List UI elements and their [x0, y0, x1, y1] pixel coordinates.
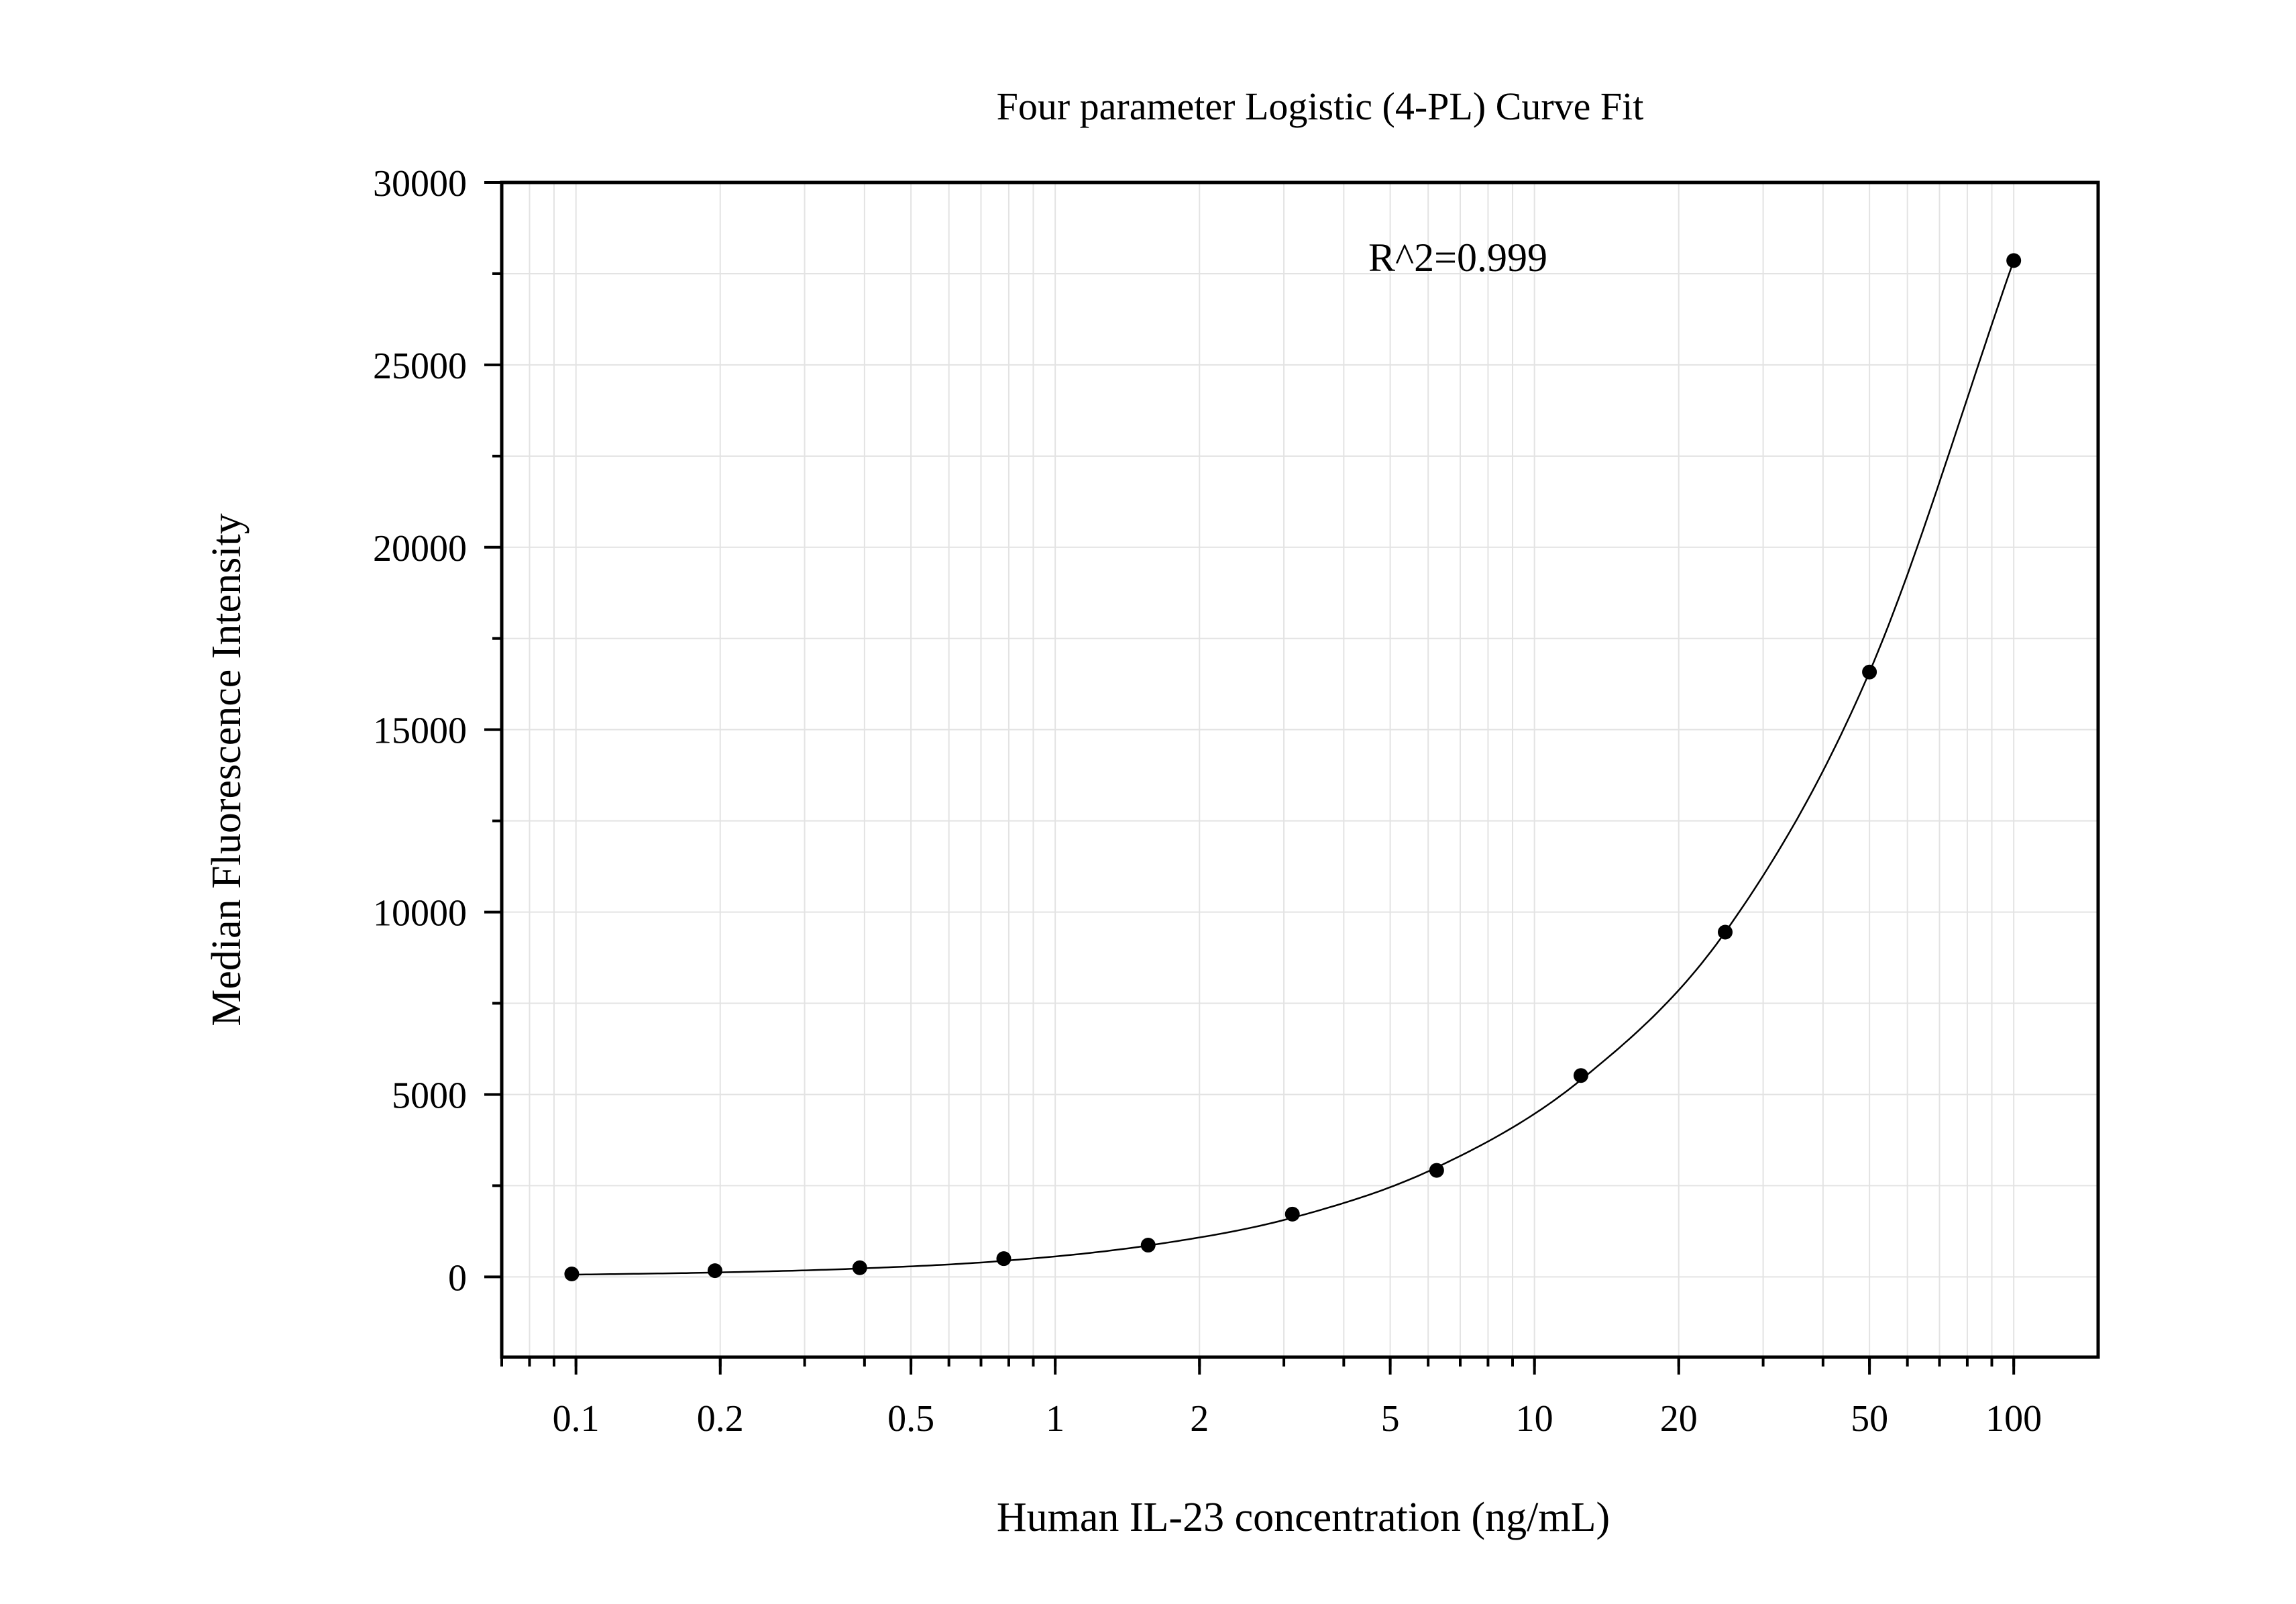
chart-title: Four parameter Logistic (4-PL) Curve Fit: [997, 85, 1644, 128]
x-tick-label: 1: [1046, 1398, 1064, 1440]
data-point: [1718, 924, 1733, 940]
x-tick-label: 0.5: [887, 1398, 934, 1440]
x-tick-label: 0.2: [697, 1398, 744, 1440]
x-tick-label: 5: [1381, 1398, 1400, 1440]
r-squared-annotation: R^2=0.999: [1368, 235, 1547, 280]
data-point: [707, 1263, 722, 1279]
axis-ticks: [484, 181, 2016, 1375]
data-point: [1140, 1238, 1156, 1253]
data-point: [1429, 1163, 1444, 1178]
data-point: [996, 1251, 1012, 1267]
x-tick-label: 2: [1190, 1398, 1209, 1440]
data-point: [564, 1267, 580, 1282]
x-tick-label: 50: [1851, 1398, 1888, 1440]
x-tick-label: 10: [1516, 1398, 1553, 1440]
data-points: [564, 253, 2022, 1282]
x-tick-label: 100: [1985, 1398, 2042, 1440]
data-point: [852, 1260, 867, 1275]
data-point: [1573, 1068, 1588, 1083]
plot-frame: [500, 180, 2100, 1359]
x-tick-label: 20: [1660, 1398, 1698, 1440]
y-tick-label: 15000: [373, 710, 467, 752]
y-tick-label: 25000: [373, 345, 467, 387]
y-tick-label: 0: [448, 1257, 467, 1299]
y-tick-label: 10000: [373, 893, 467, 934]
x-axis-label: Human IL-23 concentration (ng/mL): [997, 1495, 1610, 1540]
data-point: [2006, 253, 2022, 268]
y-tick-label: 20000: [373, 528, 467, 570]
y-tick-label: 30000: [373, 163, 467, 205]
data-point: [1284, 1206, 1300, 1222]
x-tick-label: 0.1: [553, 1398, 600, 1440]
y-axis-label: Median Fluorescence Intensity: [204, 513, 250, 1026]
y-tick-label: 5000: [392, 1075, 467, 1116]
tick-labels: 0.1 0.2 0.5 1 2 5 10 20 50 100 0 5000 10000 15000 2000…: [373, 163, 2042, 1440]
data-point: [1862, 664, 1877, 680]
